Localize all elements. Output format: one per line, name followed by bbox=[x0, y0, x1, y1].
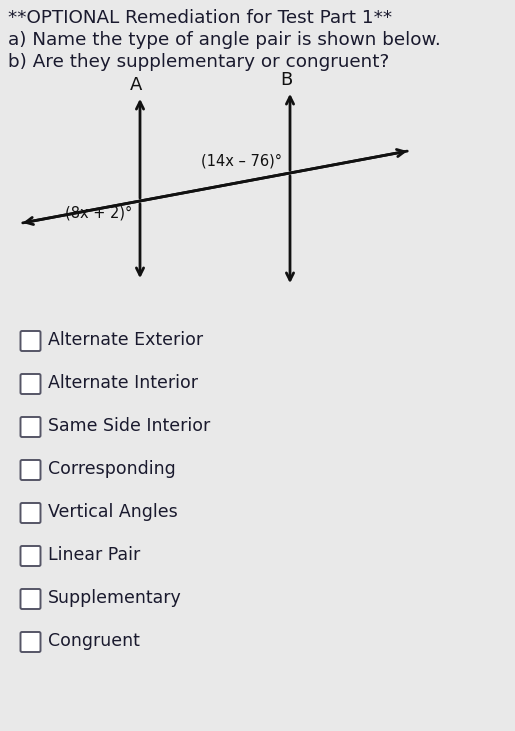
Text: a) Name the type of angle pair is shown below.: a) Name the type of angle pair is shown … bbox=[8, 31, 441, 49]
FancyBboxPatch shape bbox=[21, 632, 41, 652]
Text: Supplementary: Supplementary bbox=[48, 589, 182, 607]
Text: Corresponding: Corresponding bbox=[48, 460, 176, 478]
Text: b) Are they supplementary or congruent?: b) Are they supplementary or congruent? bbox=[8, 53, 389, 71]
Text: Same Side Interior: Same Side Interior bbox=[48, 417, 210, 435]
Text: Alternate Interior: Alternate Interior bbox=[48, 374, 198, 392]
Text: (14x – 76)°: (14x – 76)° bbox=[201, 154, 282, 169]
FancyBboxPatch shape bbox=[21, 589, 41, 609]
Text: (8x + 2)°: (8x + 2)° bbox=[65, 205, 132, 220]
FancyBboxPatch shape bbox=[21, 546, 41, 566]
Text: Congruent: Congruent bbox=[48, 632, 140, 650]
FancyBboxPatch shape bbox=[21, 331, 41, 351]
Text: **OPTIONAL Remediation for Test Part 1**: **OPTIONAL Remediation for Test Part 1** bbox=[8, 9, 392, 27]
FancyBboxPatch shape bbox=[21, 503, 41, 523]
FancyBboxPatch shape bbox=[21, 460, 41, 480]
Text: Linear Pair: Linear Pair bbox=[48, 546, 140, 564]
Text: A: A bbox=[130, 76, 142, 94]
FancyBboxPatch shape bbox=[21, 417, 41, 437]
FancyBboxPatch shape bbox=[21, 374, 41, 394]
Text: B: B bbox=[280, 71, 292, 89]
Text: Vertical Angles: Vertical Angles bbox=[48, 503, 178, 521]
Text: Alternate Exterior: Alternate Exterior bbox=[48, 331, 203, 349]
